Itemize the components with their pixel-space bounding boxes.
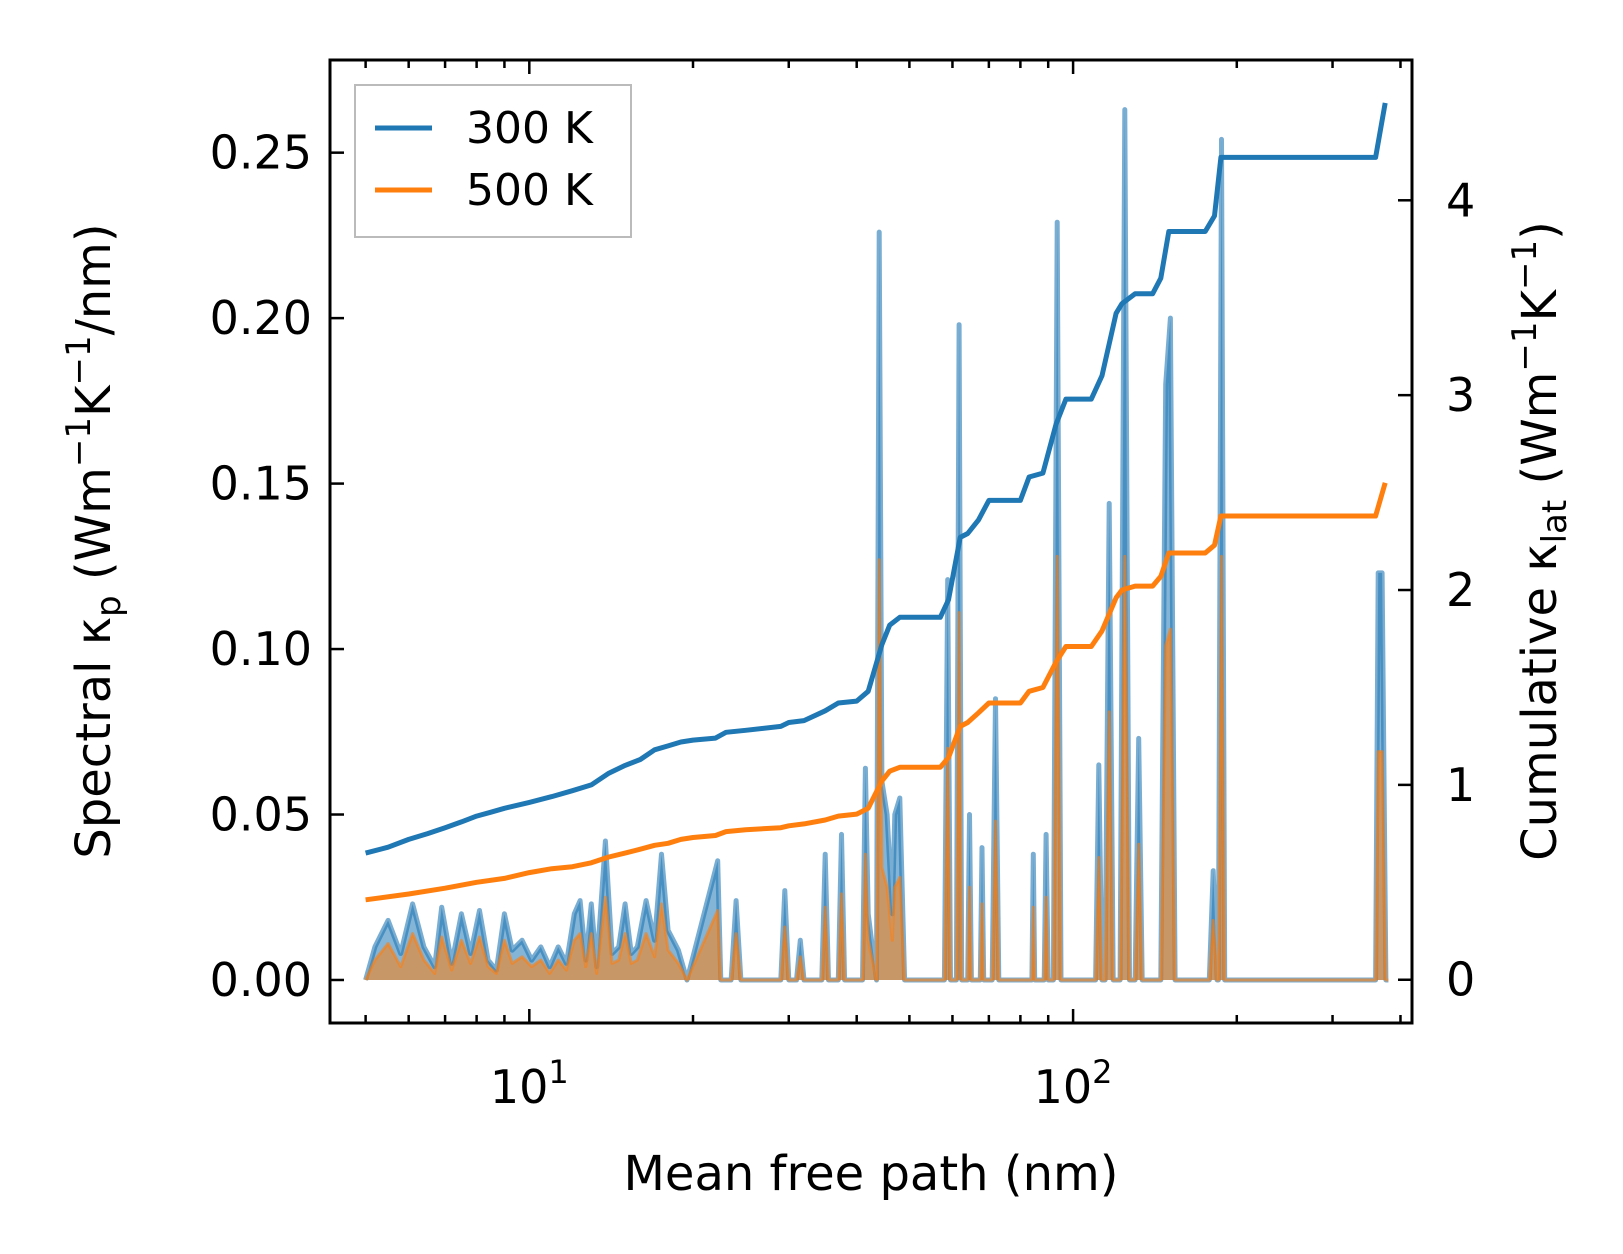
y-tick-label: 0.15: [210, 457, 312, 511]
y-right-tick-label: 0: [1446, 953, 1475, 1007]
x-tick-label: 102: [1034, 1053, 1113, 1114]
x-axis-title: Mean free path (nm): [624, 1146, 1119, 1202]
legend-label-500k: 500 K: [466, 165, 594, 216]
y-tick-label: 0.00: [210, 953, 312, 1007]
spectral-fill-layer: [363, 107, 1389, 983]
y-right-tick-label: 2: [1446, 563, 1475, 617]
y-tick-label: 0.20: [210, 291, 312, 345]
legend: 300 K 500 K: [354, 84, 632, 238]
y-axis-title: Spectral κp (Wm−1K−1/nm): [59, 223, 129, 858]
x-axis-ticks: 101 102: [364, 60, 1402, 1114]
cumulative-line-500k: [365, 482, 1388, 903]
legend-label-300k: 300 K: [466, 103, 594, 154]
spectral-outline-500k: [364, 554, 1389, 982]
y-right-tick-label: 4: [1446, 173, 1475, 227]
spectral-outline-300k: [363, 107, 1389, 983]
x-tick-label: 101: [490, 1053, 569, 1114]
y-tick-label: 0.05: [210, 788, 312, 842]
y-axis-ticks: 0.00 0.05 0.10 0.15 0.20 0.25: [210, 126, 344, 1007]
y-axis-right-title: Cumulative κlat (Wm−1K−1): [1505, 221, 1575, 861]
y-right-tick-label: 3: [1446, 368, 1475, 422]
plot-frame: [328, 58, 1414, 1025]
cumulative-line-layer: [364, 102, 1388, 903]
legend-box: [354, 84, 632, 238]
y-right-tick-label: 1: [1446, 758, 1475, 812]
y-axis-right-ticks: 0 1 2 3 4: [1398, 173, 1475, 1007]
cumulative-line-300k: [364, 102, 1388, 856]
y-tick-label: 0.25: [210, 126, 312, 180]
y-tick-label: 0.10: [210, 622, 312, 676]
